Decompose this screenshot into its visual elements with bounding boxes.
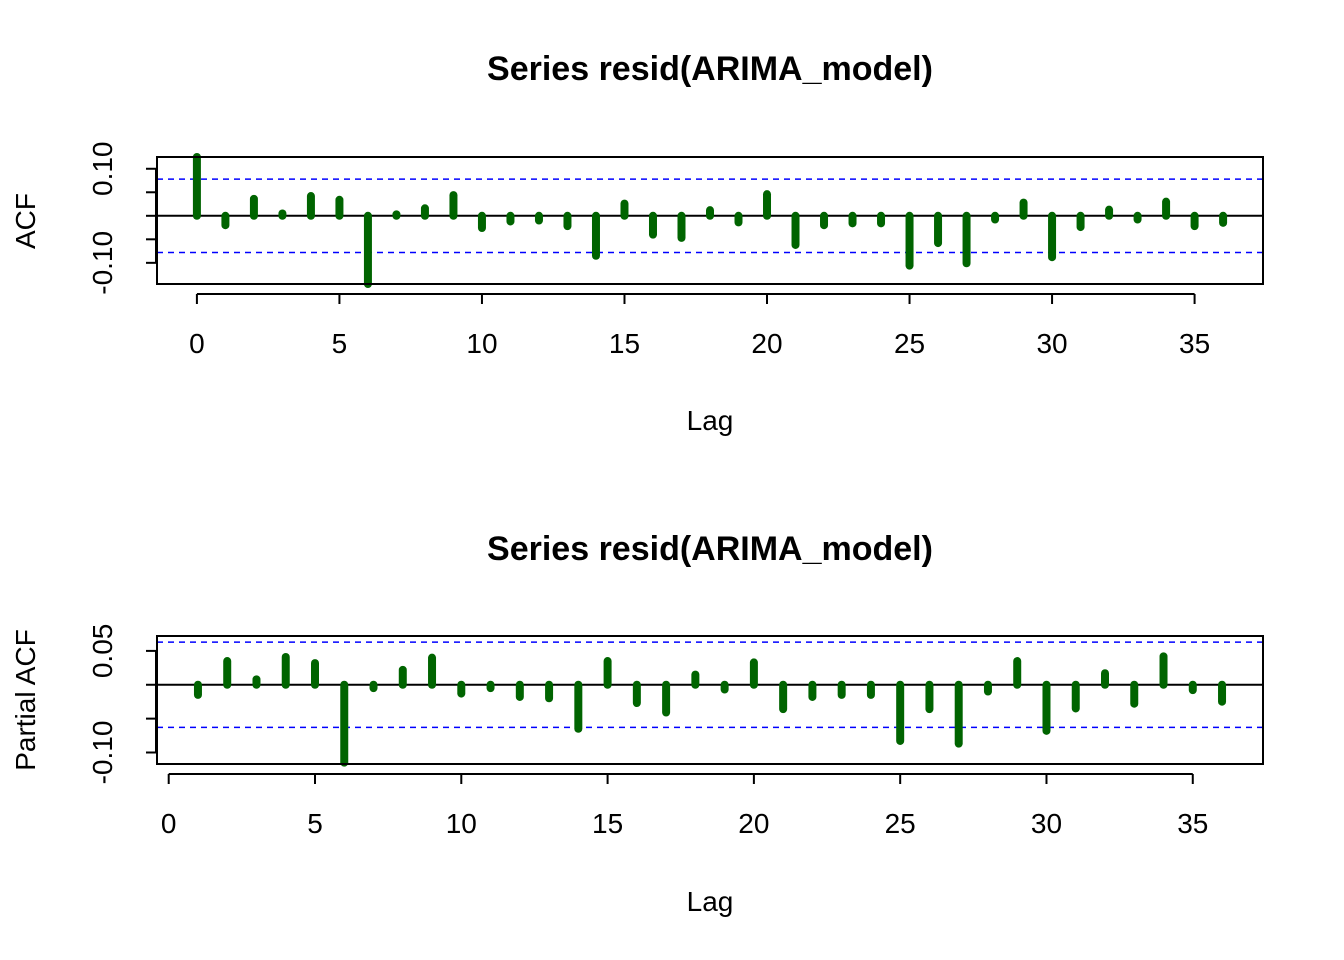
acf-x-tick-label-10: 10 — [466, 328, 497, 359]
pacf-x-tick-label-35: 35 — [1177, 808, 1208, 839]
pacf-y-tick-label-0: -0.10 — [87, 721, 118, 785]
pacf-x-tick-label-10: 10 — [446, 808, 477, 839]
acf-x-tick-label-15: 15 — [609, 328, 640, 359]
pacf-chart-title: Series resid(ARIMA_model) — [487, 530, 933, 568]
acf-x-tick-label-25: 25 — [894, 328, 925, 359]
acf-y-axis-label: ACF — [10, 193, 41, 249]
pacf-y-tick-label-3: 0.05 — [87, 624, 118, 679]
acf-x-tick-label-35: 35 — [1179, 328, 1210, 359]
acf-x-axis-label: Lag — [687, 405, 734, 436]
pacf-x-axis-label: Lag — [687, 886, 734, 917]
pacf-plot-frame — [156, 635, 1264, 765]
acf-panel: Series resid(ARIMA_model) Lag ACF 0 5 10 15… — [10, 50, 1264, 436]
pacf-x-tick-label-0: 0 — [161, 808, 177, 839]
acf-x-tick-label-5: 5 — [332, 328, 348, 359]
acf-chart-title: Series resid(ARIMA_model) — [487, 50, 933, 88]
pacf-x-tick-label-15: 15 — [592, 808, 623, 839]
pacf-y-axis-label: Partial ACF — [10, 629, 41, 771]
acf-plot-frame — [156, 156, 1264, 285]
acf-y-tick-label-4: 0.10 — [87, 142, 118, 197]
pacf-panel: Series resid(ARIMA_model) Lag Partial AC… — [10, 530, 1264, 917]
acf-plot-area: 0 5 10 15 20 25 30 35 -0.10 0.10 — [87, 142, 1264, 359]
pacf-x-tick-label-25: 25 — [885, 808, 916, 839]
pacf-plot-area: 0 5 10 15 20 25 30 35 -0.10 0.05 — [87, 624, 1264, 839]
pacf-x-tick-label-20: 20 — [738, 808, 769, 839]
pacf-x-tick-label-5: 5 — [307, 808, 323, 839]
acf-x-tick-label-0: 0 — [189, 328, 205, 359]
pacf-x-tick-label-30: 30 — [1031, 808, 1062, 839]
acf-y-tick-label-0: -0.10 — [87, 231, 118, 295]
acf-x-tick-label-20: 20 — [751, 328, 782, 359]
acf-x-tick-label-30: 30 — [1036, 328, 1067, 359]
